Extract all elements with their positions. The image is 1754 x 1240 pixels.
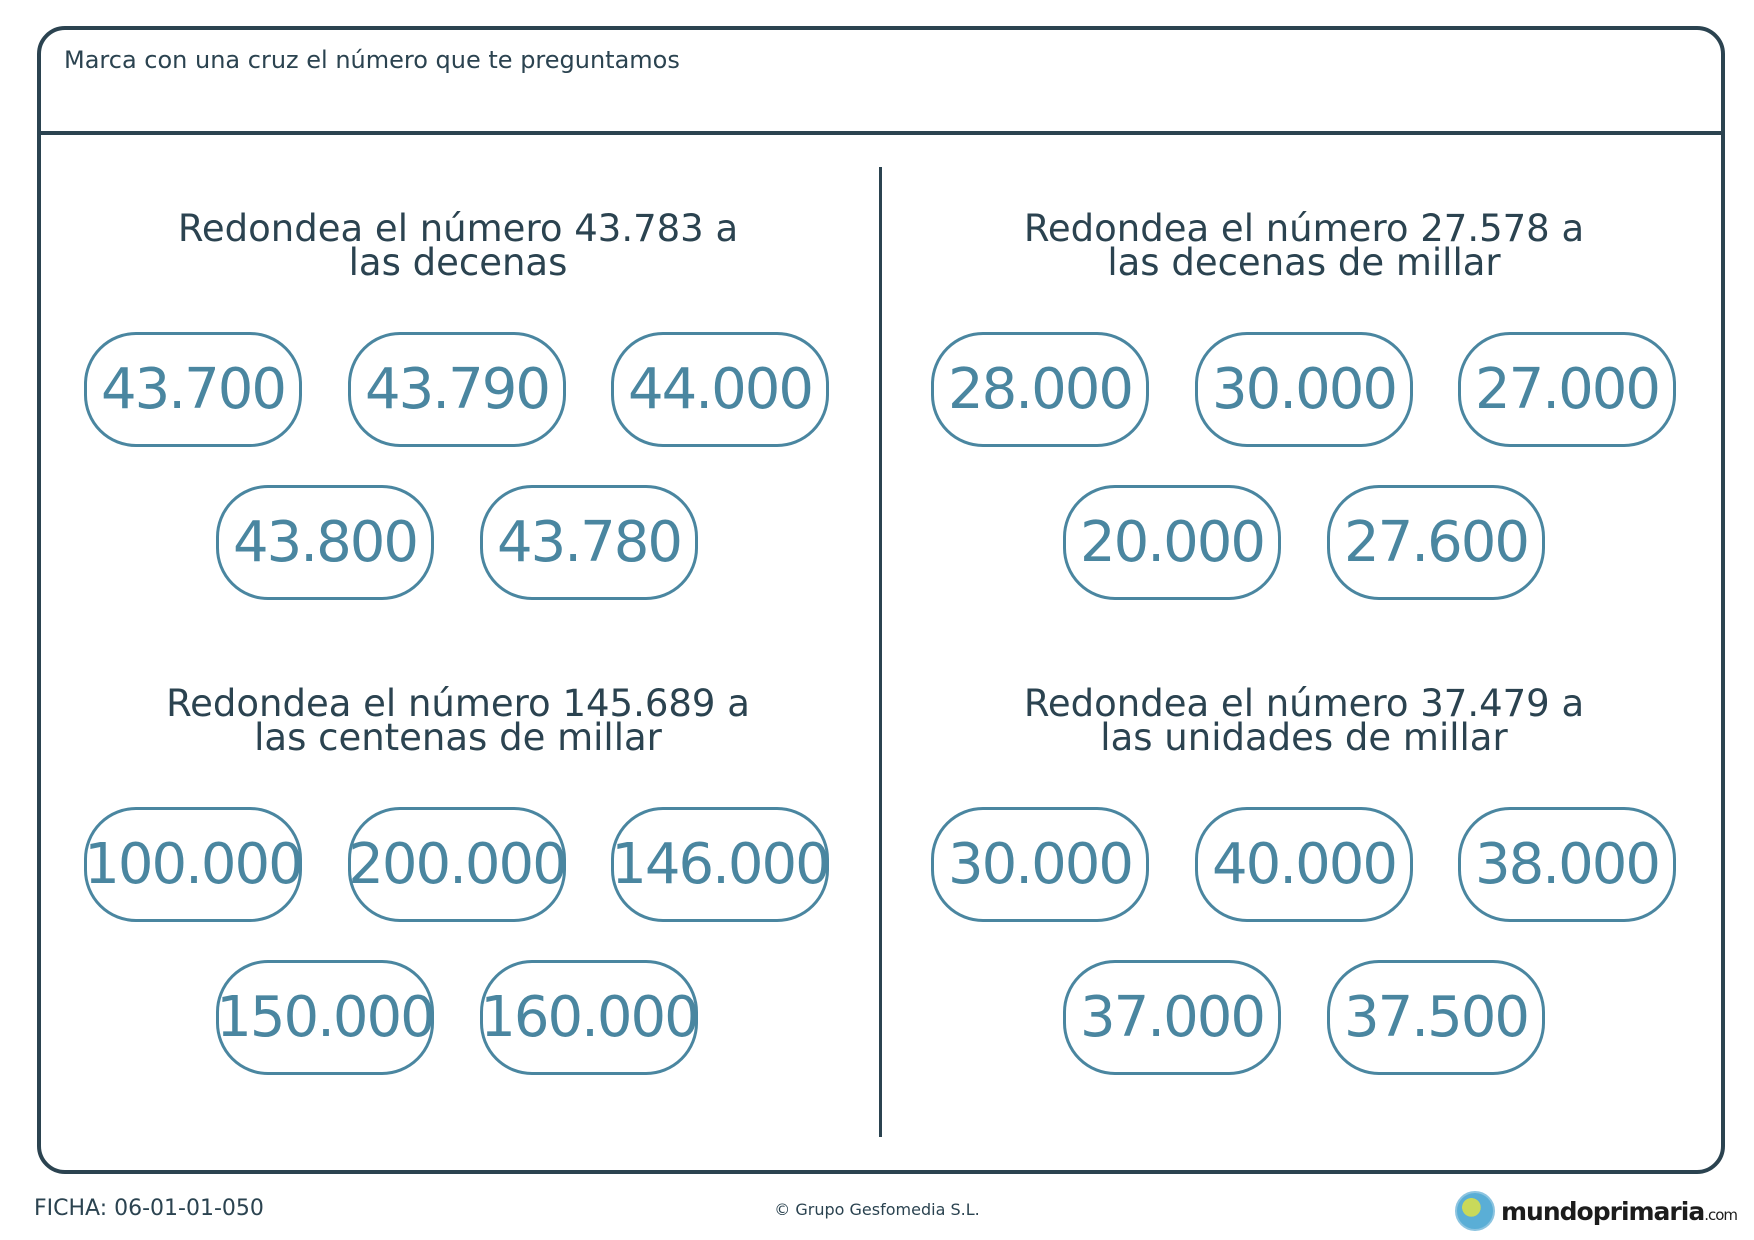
answer-option[interactable]: 44.000 bbox=[611, 332, 829, 447]
exercise-question: Redondea el número 43.783 a las decenas bbox=[78, 207, 838, 284]
logo-name: mundoprimaria bbox=[1501, 1196, 1705, 1226]
answer-option[interactable]: 30.000 bbox=[1195, 332, 1413, 447]
copyright: © Grupo Gesfomedia S.L. bbox=[774, 1200, 980, 1219]
header-divider bbox=[37, 131, 1725, 135]
answer-option[interactable]: 20.000 bbox=[1063, 485, 1281, 600]
answer-option[interactable]: 40.000 bbox=[1195, 807, 1413, 922]
answer-option[interactable]: 37.000 bbox=[1063, 960, 1281, 1075]
exercise-question: Redondea el número 27.578 a las decenas d… bbox=[924, 207, 1684, 284]
answer-option[interactable]: 43.780 bbox=[480, 485, 698, 600]
worksheet-frame bbox=[37, 26, 1725, 1174]
answer-option[interactable]: 146.000 bbox=[611, 807, 831, 922]
question-line-1: Redondea el número 43.783 a bbox=[177, 207, 739, 250]
answer-option[interactable]: 43.790 bbox=[348, 332, 566, 447]
answer-option[interactable]: 38.000 bbox=[1458, 807, 1676, 922]
worksheet-code: FICHA: 06-01-01-050 bbox=[34, 1196, 264, 1221]
globe-icon bbox=[1455, 1191, 1495, 1231]
mundoprimaria-logo[interactable]: mundoprimaria.com bbox=[1455, 1191, 1738, 1231]
instruction-text: Marca con una cruz el número que te preg… bbox=[64, 46, 680, 74]
answer-option[interactable]: 150.000 bbox=[216, 960, 436, 1075]
answer-option[interactable]: 200.000 bbox=[348, 807, 568, 922]
question-line-2: las unidades de millar bbox=[1100, 716, 1508, 759]
answer-option[interactable]: 43.800 bbox=[216, 485, 434, 600]
question-line-1: Redondea el número 145.689 a bbox=[166, 682, 750, 725]
exercise-question: Redondea el número 37.479 a las unidades … bbox=[924, 682, 1684, 759]
answer-option[interactable]: 100.000 bbox=[84, 807, 304, 922]
answer-option[interactable]: 160.000 bbox=[480, 960, 700, 1075]
exercise-question: Redondea el número 145.689 a las centenas… bbox=[78, 682, 838, 759]
answer-option[interactable]: 43.700 bbox=[84, 332, 302, 447]
question-line-2: las decenas bbox=[348, 241, 568, 284]
answer-option[interactable]: 30.000 bbox=[931, 807, 1149, 922]
answer-option[interactable]: 28.000 bbox=[931, 332, 1149, 447]
logo-suffix: .com bbox=[1704, 1205, 1738, 1224]
answer-option[interactable]: 27.600 bbox=[1327, 485, 1545, 600]
answer-option[interactable]: 27.000 bbox=[1458, 332, 1676, 447]
question-line-2: las centenas de millar bbox=[254, 716, 662, 759]
answer-option[interactable]: 37.500 bbox=[1327, 960, 1545, 1075]
question-line-1: Redondea el número 37.479 a bbox=[1023, 682, 1585, 725]
question-line-2: las decenas de millar bbox=[1107, 241, 1501, 284]
column-divider bbox=[879, 167, 882, 1137]
question-line-1: Redondea el número 27.578 a bbox=[1023, 207, 1585, 250]
